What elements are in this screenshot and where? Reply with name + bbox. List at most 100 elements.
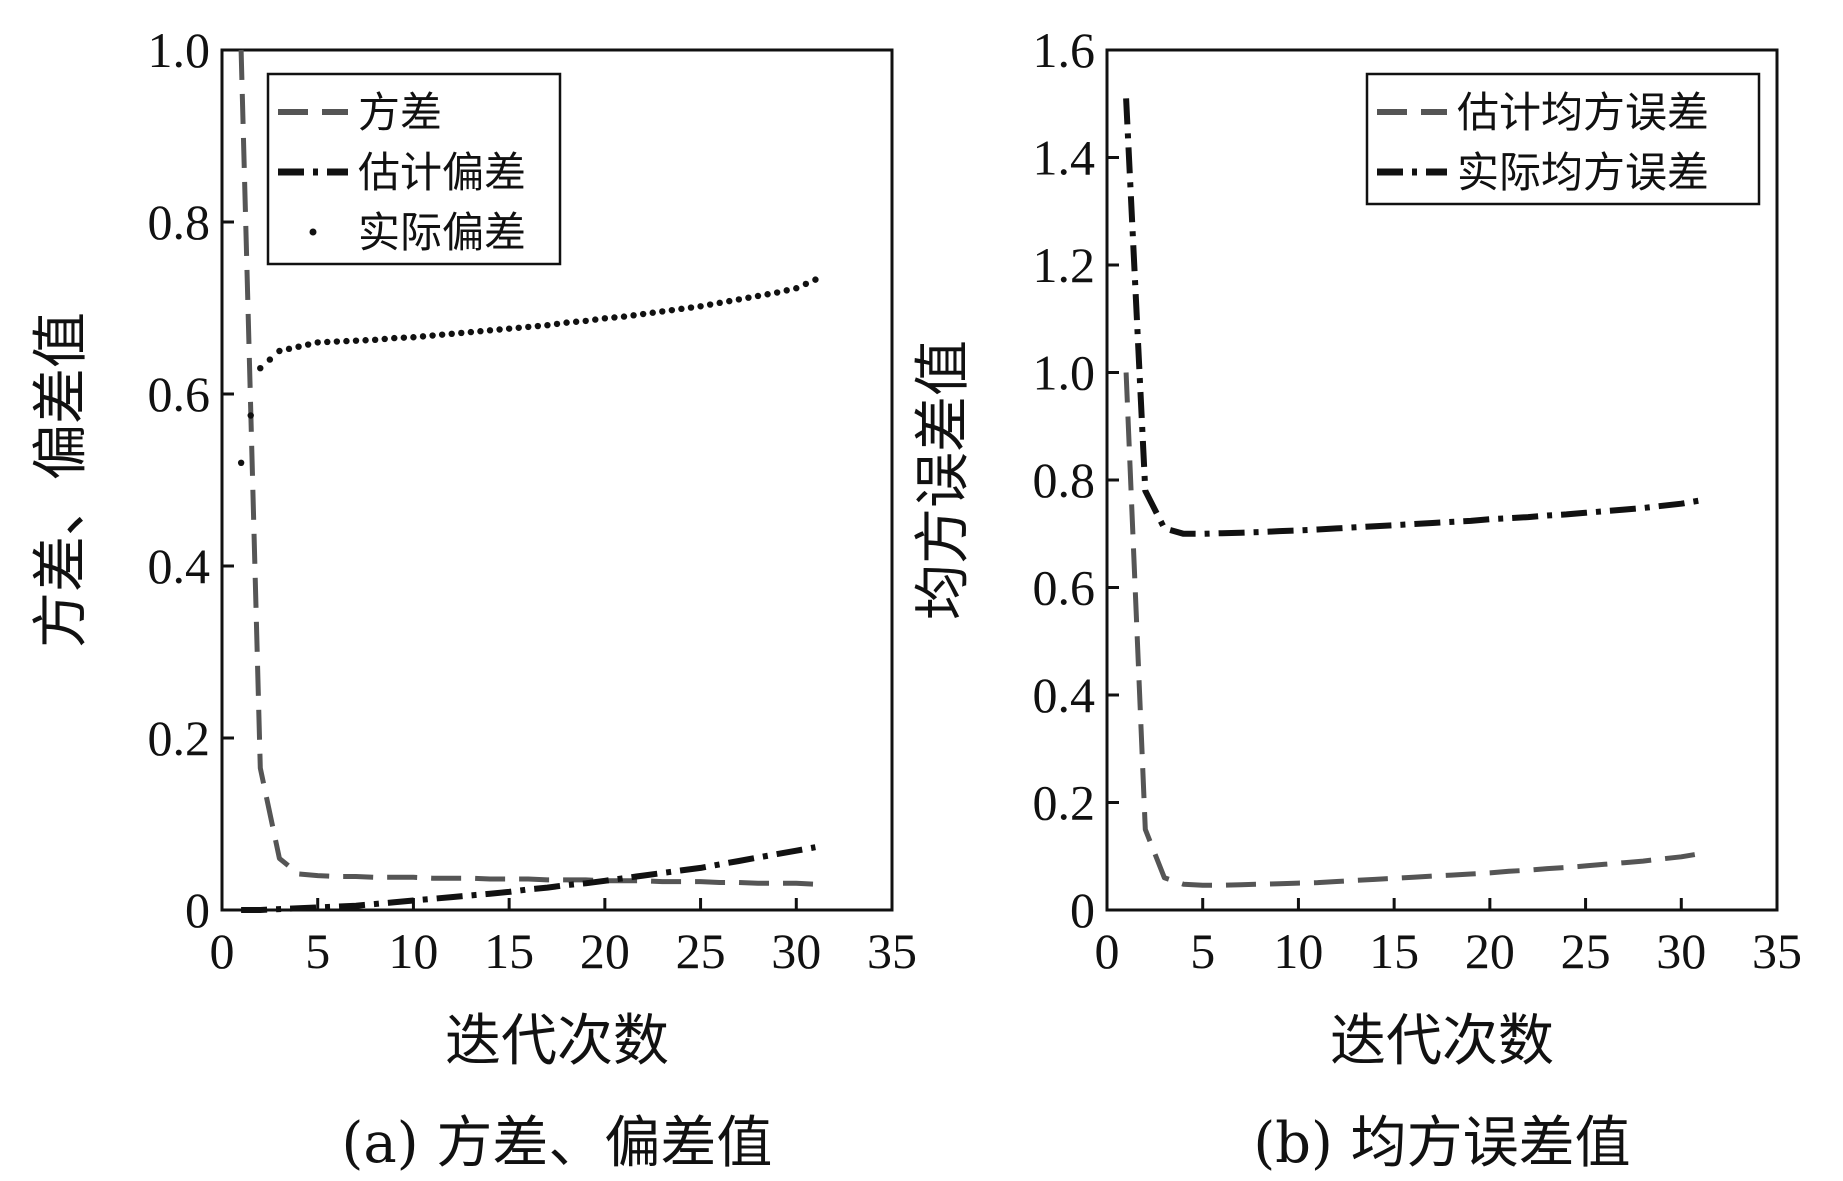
data-point — [802, 280, 810, 288]
plot-frame — [220, 48, 894, 912]
x-tick-label: 35 — [867, 923, 917, 979]
data-point — [429, 332, 436, 339]
data-point — [783, 287, 790, 294]
data-point — [295, 343, 302, 350]
x-tick-label: 20 — [580, 923, 630, 979]
x-tick-label: 30 — [1656, 923, 1706, 979]
data-point — [515, 324, 522, 331]
x-tick-label: 0 — [1095, 923, 1120, 979]
data-point — [754, 292, 762, 300]
data-point — [735, 296, 743, 303]
data-point — [726, 297, 733, 305]
data-point — [764, 291, 771, 298]
data-point — [812, 276, 819, 283]
data-point — [611, 314, 618, 321]
data-point — [525, 323, 532, 331]
data-point — [687, 304, 695, 311]
data-point — [276, 347, 283, 355]
data-point — [486, 327, 494, 334]
data-point — [659, 308, 666, 315]
data-point — [630, 312, 637, 319]
data-point — [639, 310, 647, 318]
series-估计均方误差 — [1123, 372, 1701, 888]
data-point — [391, 334, 398, 342]
data-point — [448, 330, 455, 337]
y-tick-label: 0.8 — [148, 194, 211, 250]
data-point — [563, 319, 570, 326]
data-point — [553, 320, 561, 328]
x-tick-label: 15 — [484, 923, 534, 979]
data-point — [572, 318, 580, 325]
data-point — [534, 322, 542, 330]
x-tick-label: 15 — [1369, 923, 1419, 979]
series-实际均方误差 — [1123, 98, 1701, 537]
data-point — [773, 289, 781, 296]
data-point — [438, 331, 446, 338]
data-point — [285, 345, 293, 353]
legend-label: 估计均方误差 — [1457, 88, 1709, 137]
data-point — [592, 316, 599, 323]
y-tick-label: 0 — [185, 882, 210, 938]
y-tick-label: 0.4 — [1033, 667, 1096, 723]
data-point — [400, 334, 408, 341]
y-tick-label: 0.2 — [1033, 775, 1096, 831]
data-point — [649, 309, 656, 316]
data-point — [314, 339, 321, 346]
data-point — [371, 336, 379, 344]
series-实际偏差 — [237, 276, 819, 466]
legend-label: 估计偏差 — [358, 148, 526, 197]
data-point — [793, 285, 800, 292]
data-point — [582, 317, 589, 325]
data-point — [237, 459, 245, 466]
x-tick-label: 25 — [1561, 923, 1611, 979]
legend-label: 方差 — [358, 88, 442, 137]
data-point — [467, 328, 475, 336]
data-point — [324, 338, 331, 346]
legend-box — [1365, 72, 1761, 206]
y-tick-label: 1.4 — [1033, 130, 1096, 186]
data-point — [458, 329, 465, 337]
y-tick-label: 1.2 — [1033, 237, 1096, 293]
data-point — [620, 313, 628, 320]
x-axis-label: 迭代次数 — [445, 1009, 669, 1074]
data-point — [362, 337, 369, 344]
x-tick-label: 35 — [1752, 923, 1802, 979]
legend-label: 实际偏差 — [358, 208, 526, 257]
data-point — [247, 412, 254, 419]
x-tick-label: 10 — [388, 923, 438, 979]
x-tick-label: 0 — [210, 923, 235, 979]
y-tick-label: 0.8 — [1033, 452, 1096, 508]
x-tick-label: 10 — [1273, 923, 1323, 979]
chart-panel-a: 0 5 10 15 20 25 30 35 0 0.2 0.4 0.6 0.8 1.0 迭代次数 方差、偏差值… — [29, 22, 917, 1176]
figure-caption: (b) 均方误差值 — [1253, 1111, 1630, 1176]
data-point — [343, 337, 350, 345]
chart-panel-b: 0 5 10 15 20 25 30 35 0 0.2 0.4 0.6 0.8 1.0 1.2 1.4 1.6 迭… — [911, 22, 1802, 1176]
data-point — [333, 338, 341, 345]
y-axis-label: 方差、偏差值 — [29, 312, 94, 648]
legend-label: 实际均方误差 — [1457, 148, 1709, 197]
x-axis-label: 迭代次数 — [1330, 1009, 1554, 1074]
data-point — [668, 306, 676, 314]
data-point — [601, 315, 609, 322]
data-point — [419, 333, 427, 340]
data-point — [381, 335, 388, 343]
y-tick-label: 0.2 — [148, 710, 211, 766]
x-tick-label: 30 — [771, 923, 821, 979]
y-tick-label: 0.6 — [1033, 560, 1096, 616]
legend-marker — [309, 228, 317, 236]
data-point — [496, 326, 503, 333]
y-axis-label: 均方误差值 — [911, 340, 976, 620]
y-tick-label: 0.4 — [148, 538, 211, 594]
y-tick-label: 1.6 — [1033, 22, 1096, 78]
x-tick-label: 5 — [1190, 923, 1215, 979]
x-tick-label: 5 — [305, 923, 330, 979]
data-point — [304, 341, 312, 348]
data-point — [505, 325, 513, 332]
data-point — [410, 334, 417, 341]
data-point — [544, 322, 551, 329]
y-tick-label: 1.0 — [148, 22, 211, 78]
data-point — [678, 305, 685, 313]
y-tick-label: 0 — [1070, 882, 1095, 938]
data-point — [257, 365, 264, 372]
